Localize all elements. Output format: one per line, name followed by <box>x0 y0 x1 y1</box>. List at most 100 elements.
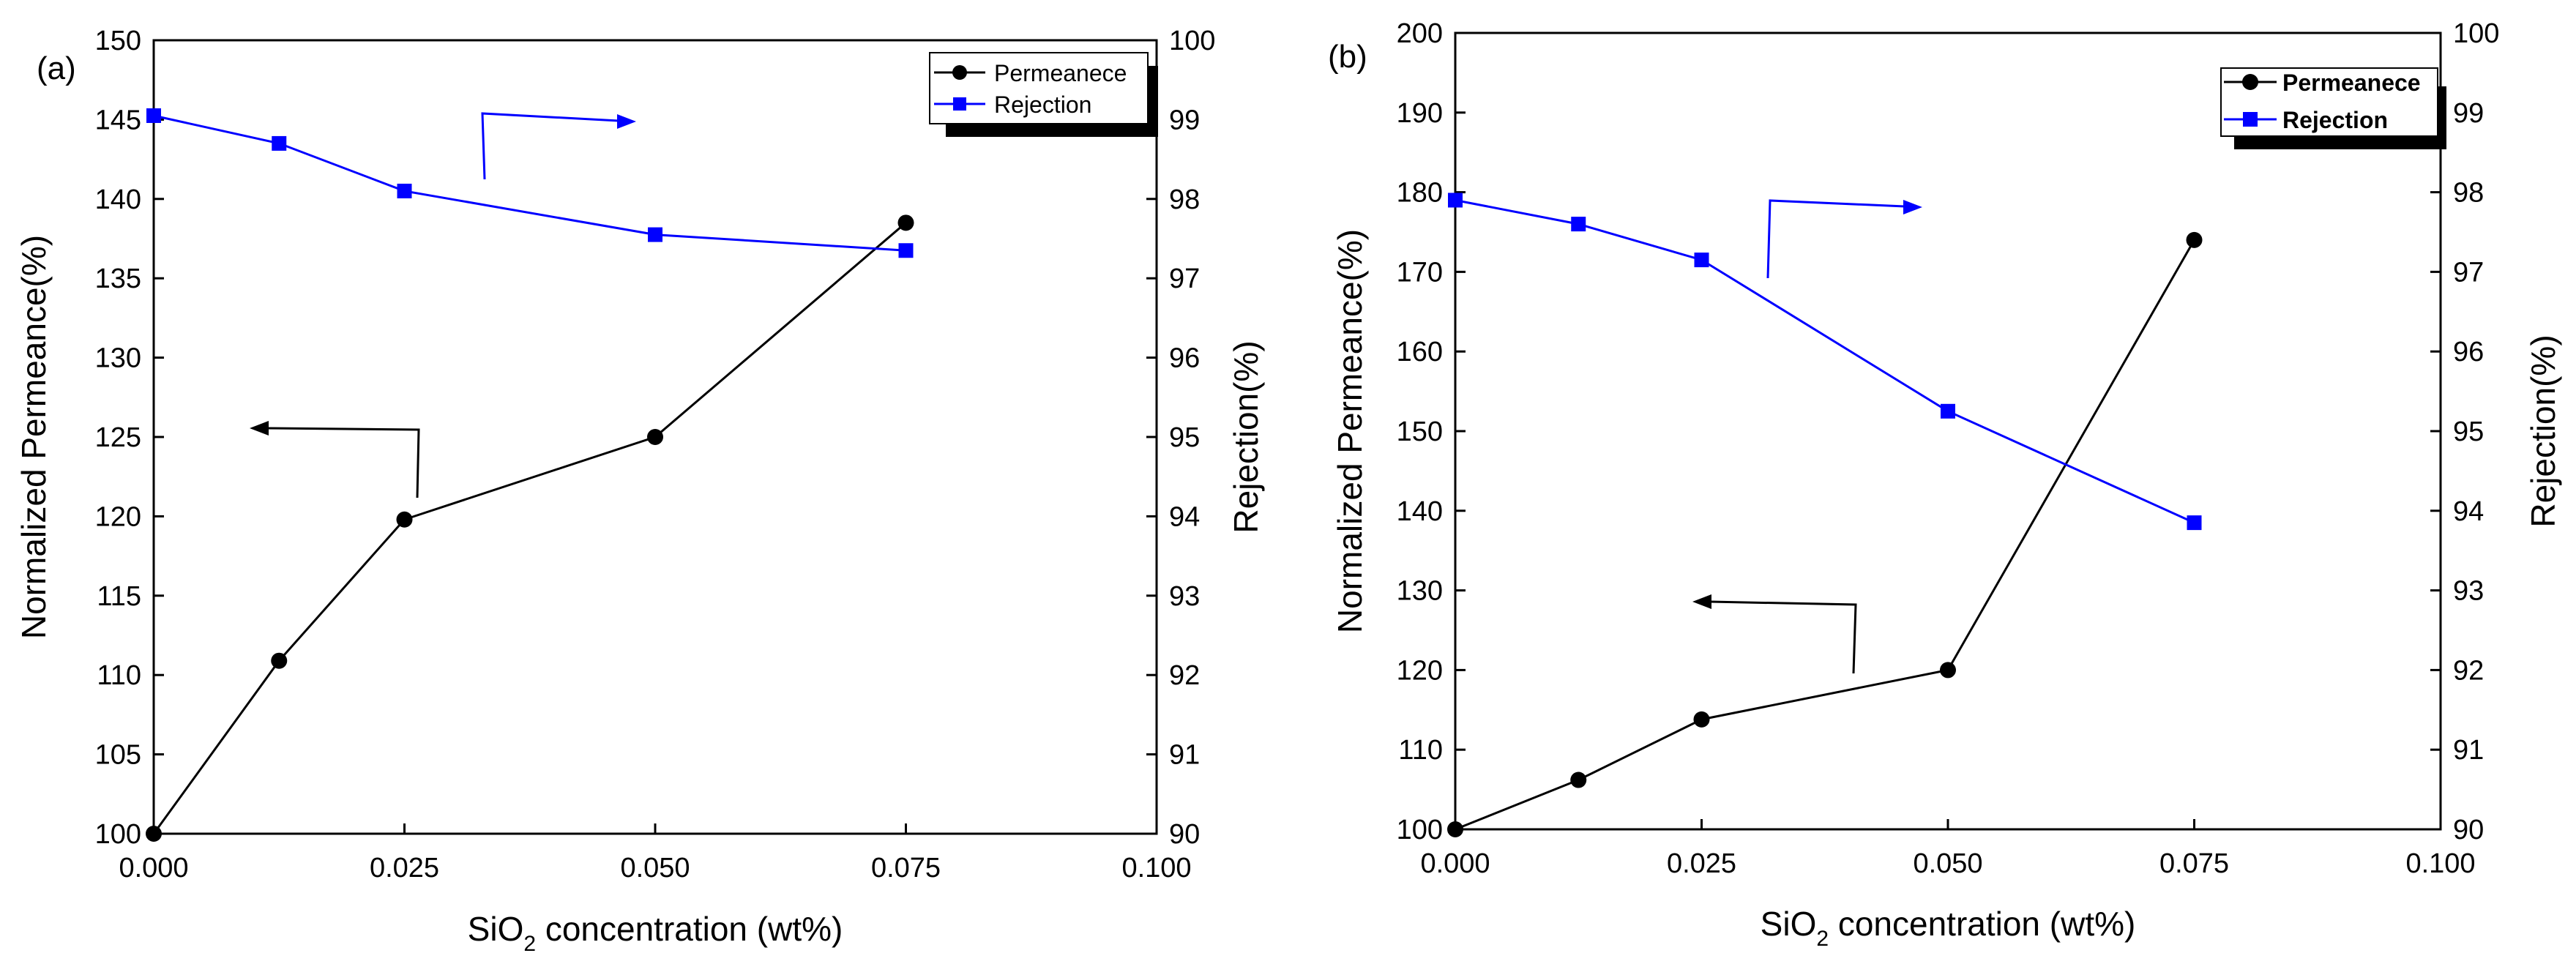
data-point-rejection <box>397 183 412 198</box>
x-axis-label: SiO2 concentration (wt%) <box>1761 905 2136 951</box>
legend-marker-circle <box>952 65 967 80</box>
x-tick: 0.075 <box>871 823 941 883</box>
y-tick-label: 160 <box>1397 337 1443 367</box>
data-point-rejection <box>146 108 161 123</box>
y-tick-label: 96 <box>2453 337 2484 367</box>
y-tick-label: 100 <box>95 819 141 850</box>
x-tick-label: 0.075 <box>2159 848 2229 879</box>
y-axis-left: 100 110 120 130 140 150 160 170 180 190 … <box>1397 18 1466 845</box>
y-tick: 140 <box>95 184 164 215</box>
y-tick: 90 <box>2430 815 2484 845</box>
y-tick-label: 95 <box>1169 422 1200 453</box>
y-tick: 91 <box>1146 740 1200 771</box>
y-tick: 125 <box>95 422 164 453</box>
y-tick-label: 150 <box>1397 416 1443 447</box>
y-tick: 96 <box>2430 337 2484 367</box>
y-tick: 94 <box>1146 501 1200 532</box>
y-tick-label: 130 <box>95 343 141 374</box>
y-tick-label: 170 <box>1397 257 1443 288</box>
data-point-permeanece <box>146 826 162 842</box>
data-point-rejection <box>1694 253 1709 268</box>
y-tick-label: 94 <box>1169 501 1200 532</box>
y-tick: 110 <box>1398 735 1466 766</box>
y-tick-label: 120 <box>1397 655 1443 686</box>
data-point-permeanece <box>647 429 663 445</box>
y-tick-label: 100 <box>1169 26 1215 56</box>
plot-frame <box>1454 31 2442 831</box>
y-tick: 190 <box>1397 98 1466 129</box>
y-tick: 91 <box>2430 735 2484 766</box>
y-tick-label: 97 <box>1169 264 1200 294</box>
y-tick: 99 <box>2430 98 2484 129</box>
y-tick: 115 <box>97 581 164 612</box>
y-tick: 95 <box>2430 416 2484 447</box>
y-tick: 93 <box>2430 576 2484 607</box>
y-tick: 93 <box>1146 581 1200 612</box>
data-point-permeanece <box>1447 821 1463 837</box>
x-tick-label: 0.000 <box>119 853 188 883</box>
y-tick-label: 92 <box>1169 660 1200 691</box>
legend-marker-square <box>2243 112 2258 127</box>
x-tick: 0.000 <box>119 823 189 883</box>
y-tick: 92 <box>1146 660 1200 691</box>
y-tick-label: 98 <box>1169 184 1200 215</box>
y-tick-label: 100 <box>1397 815 1443 845</box>
legend-label: Rejection <box>994 91 1091 118</box>
y-tick: 100 <box>1397 815 1466 845</box>
x-tick-label: 0.025 <box>370 853 439 883</box>
y-tick-label: 92 <box>2453 655 2484 686</box>
legend: Permeanece Rejection <box>2220 67 2446 149</box>
x-tick: 0.050 <box>620 823 690 883</box>
x-tick: 0.025 <box>370 823 439 883</box>
y-tick: 94 <box>2430 496 2484 527</box>
x-tick: 0.050 <box>1913 819 1983 879</box>
y-tick-label: 120 <box>95 501 141 532</box>
data-point-rejection <box>1571 217 1586 232</box>
y-tick: 170 <box>1397 257 1466 288</box>
y-tick-label: 95 <box>2453 416 2484 447</box>
series-layer <box>1447 193 2203 837</box>
legend: Permeanece Rejection <box>929 52 1158 137</box>
y-tick: 90 <box>1146 819 1200 850</box>
x-tick: 0.025 <box>1667 819 1736 879</box>
series-line-rejection <box>1455 199 2195 524</box>
y-tick: 100 <box>1146 26 1215 56</box>
y-tick: 150 <box>1397 416 1466 447</box>
y-tick: 99 <box>1146 105 1200 135</box>
y-tick: 160 <box>1397 337 1466 367</box>
y-tick: 120 <box>1397 655 1466 686</box>
x-tick-label: 0.075 <box>871 853 941 883</box>
legend-label: Permeanece <box>2282 70 2421 96</box>
y-tick-label: 130 <box>1397 576 1443 607</box>
x-tick-label: 0.000 <box>1420 848 1490 879</box>
x-axis-label: SiO2 concentration (wt%) <box>468 910 843 956</box>
panel-label: (b) <box>1328 39 1367 75</box>
y-tick-label: 150 <box>95 26 141 56</box>
series-line-rejection <box>153 114 906 252</box>
x-axis: 0.000 0.025 0.050 0.075 0.100 <box>119 823 1192 883</box>
legend-entry-rejection: Rejection <box>2224 107 2388 133</box>
y-tick: 98 <box>2430 178 2484 209</box>
series-layer <box>146 108 914 842</box>
x-tick-label: 0.025 <box>1667 848 1736 879</box>
data-point-permeanece <box>396 511 413 528</box>
legend-marker-square <box>953 97 966 111</box>
y-tick-label: 91 <box>2453 735 2484 766</box>
x-tick-label: 0.050 <box>1913 848 1982 879</box>
data-point-rejection <box>1448 193 1463 208</box>
data-point-rejection <box>898 243 914 258</box>
x-tick-label: 0.100 <box>2405 848 2475 879</box>
y-axis-right: 90 91 92 93 94 95 96 97 98 99 100 <box>2430 18 2499 845</box>
y-tick-label: 115 <box>97 581 141 612</box>
y-tick: 140 <box>1397 496 1466 527</box>
data-point-rejection <box>272 135 287 151</box>
x-tick: 0.100 <box>2405 819 2476 879</box>
y-tick-label: 110 <box>1398 735 1443 766</box>
legend-entry-rejection: Rejection <box>934 91 1091 118</box>
legend-label: Permeanece <box>994 60 1127 86</box>
data-point-permeanece <box>271 652 288 669</box>
y-tick-label: 145 <box>95 105 141 135</box>
series-line-permeanece <box>1455 239 2195 831</box>
y-tick: 180 <box>1397 178 1466 209</box>
